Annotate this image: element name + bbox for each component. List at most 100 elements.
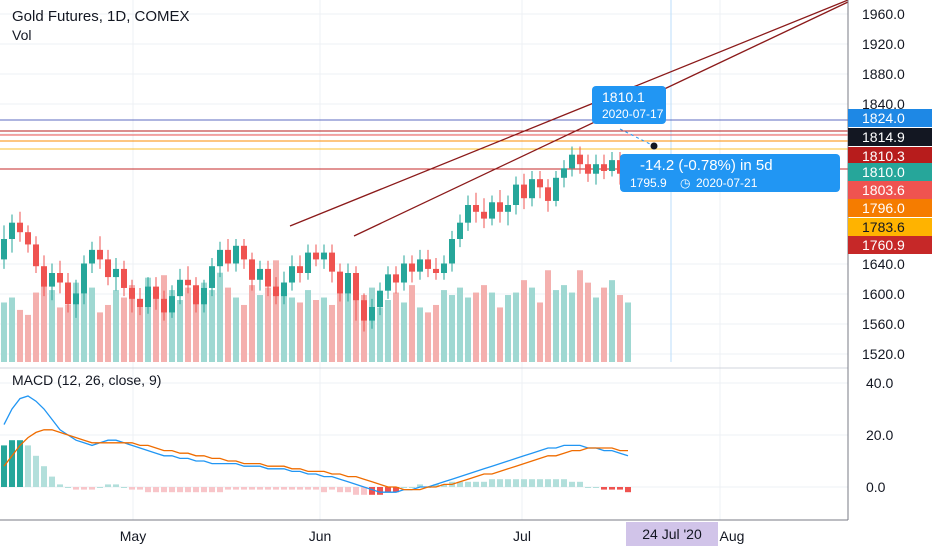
volume-bar [249, 285, 255, 362]
time-axis-tick: Jul [513, 528, 531, 544]
candle-body [121, 268, 127, 288]
volume-bar [377, 307, 383, 362]
candle-body [129, 287, 135, 299]
macd-histogram-bar [225, 487, 231, 490]
volume-bar [417, 307, 423, 362]
macd-histogram-bar [521, 479, 527, 487]
price-badge [848, 236, 932, 254]
volume-bar [129, 285, 135, 362]
candle-body [305, 252, 311, 273]
candle-body [513, 184, 519, 205]
candle-body [449, 239, 455, 264]
macd-histogram-bar [169, 487, 175, 493]
candle-body [113, 268, 119, 278]
volume-bar [337, 272, 343, 362]
macd-histogram-bar [161, 487, 167, 493]
top-tooltip-price: 1810.1 [602, 89, 645, 105]
price-badge-label: 1810.3 [862, 148, 905, 164]
candle-body [193, 285, 199, 305]
volume-bar [305, 290, 311, 362]
candle-body [465, 205, 471, 223]
macd-histogram-bar [25, 445, 31, 487]
price-badge [848, 128, 932, 146]
volume-bar [201, 282, 207, 362]
volume-bar [393, 292, 399, 362]
volume-bar [281, 282, 287, 362]
macd-histogram-bar [537, 479, 543, 487]
volume-bar [49, 290, 55, 362]
volume-bar [297, 302, 303, 362]
candle-body [537, 179, 543, 188]
price-badge [848, 218, 932, 236]
candle-body [473, 205, 479, 212]
volume-bar [553, 290, 559, 362]
candle-body [337, 271, 343, 294]
candle-body [161, 298, 167, 313]
candle-body [73, 293, 79, 305]
price-axis-tick: 1880.0 [862, 66, 905, 82]
time-highlight-badge [626, 522, 718, 546]
volume-bar [513, 292, 519, 362]
volume-label: Vol [12, 27, 32, 43]
price-badge-label: 1824.0 [862, 110, 905, 126]
volume-bar [585, 282, 591, 362]
macd-histogram-bar [609, 487, 615, 490]
volume-bar [177, 300, 183, 362]
channel-upper-line [289, 0, 849, 227]
macd-histogram-bar [57, 484, 63, 487]
candle-body [105, 259, 111, 278]
volume-bar [217, 272, 223, 362]
macd-histogram-bar [273, 487, 279, 490]
candle-body [409, 263, 415, 272]
macd-histogram-bar [153, 487, 159, 493]
volume-bar [25, 314, 31, 362]
macd-histogram-bar [337, 487, 343, 493]
price-axis-tick: 1520.0 [862, 346, 905, 362]
candle-body [265, 268, 271, 287]
trend-channel[interactable] [289, 0, 849, 237]
candle-body [505, 205, 511, 212]
volume-bar [169, 290, 175, 362]
time-highlight-label: 24 Jul '20 [642, 526, 702, 542]
macd-histogram-bar [17, 440, 23, 487]
volume-bar [193, 292, 199, 362]
candle-body [89, 249, 95, 264]
candle-body [9, 222, 15, 239]
macd-histogram-bar [329, 487, 335, 490]
macd-histogram-bar [529, 479, 535, 487]
macd-histogram-bar [305, 487, 311, 490]
macd-axis-tick: 20.0 [866, 427, 893, 443]
macd-histogram-bar [129, 487, 135, 490]
candle-body [345, 273, 351, 294]
volume-bar [441, 290, 447, 362]
price-badge [848, 199, 932, 217]
volume-bar [345, 290, 351, 362]
macd-histogram-bar [489, 479, 495, 487]
volume-bar [577, 270, 583, 362]
volume-bar [73, 282, 79, 362]
candle-body [529, 179, 535, 199]
macd-histogram-bar [113, 484, 119, 487]
volume-bar [465, 297, 471, 362]
volume-bar [105, 304, 111, 362]
price-axis-tick: 1960.0 [862, 6, 905, 22]
price-axis-tick: 1640.0 [862, 256, 905, 272]
macd-histogram-bar [41, 466, 47, 487]
candle-body [577, 154, 583, 165]
volume-bar [401, 302, 407, 362]
candle-body [217, 249, 223, 267]
macd-histogram-bar [241, 487, 247, 490]
volume-bar [385, 300, 391, 362]
volume-bar [1, 302, 7, 362]
macd-histogram-bar [585, 487, 591, 488]
macd-histogram-bar [513, 479, 519, 487]
candle-body [137, 298, 143, 307]
macd-histogram-bar [593, 487, 599, 488]
macd-histogram-bar [361, 487, 367, 495]
volume-bar [593, 297, 599, 362]
candle-body [201, 287, 207, 305]
price-axis-tick: 1560.0 [862, 316, 905, 332]
price-badge [848, 147, 932, 165]
